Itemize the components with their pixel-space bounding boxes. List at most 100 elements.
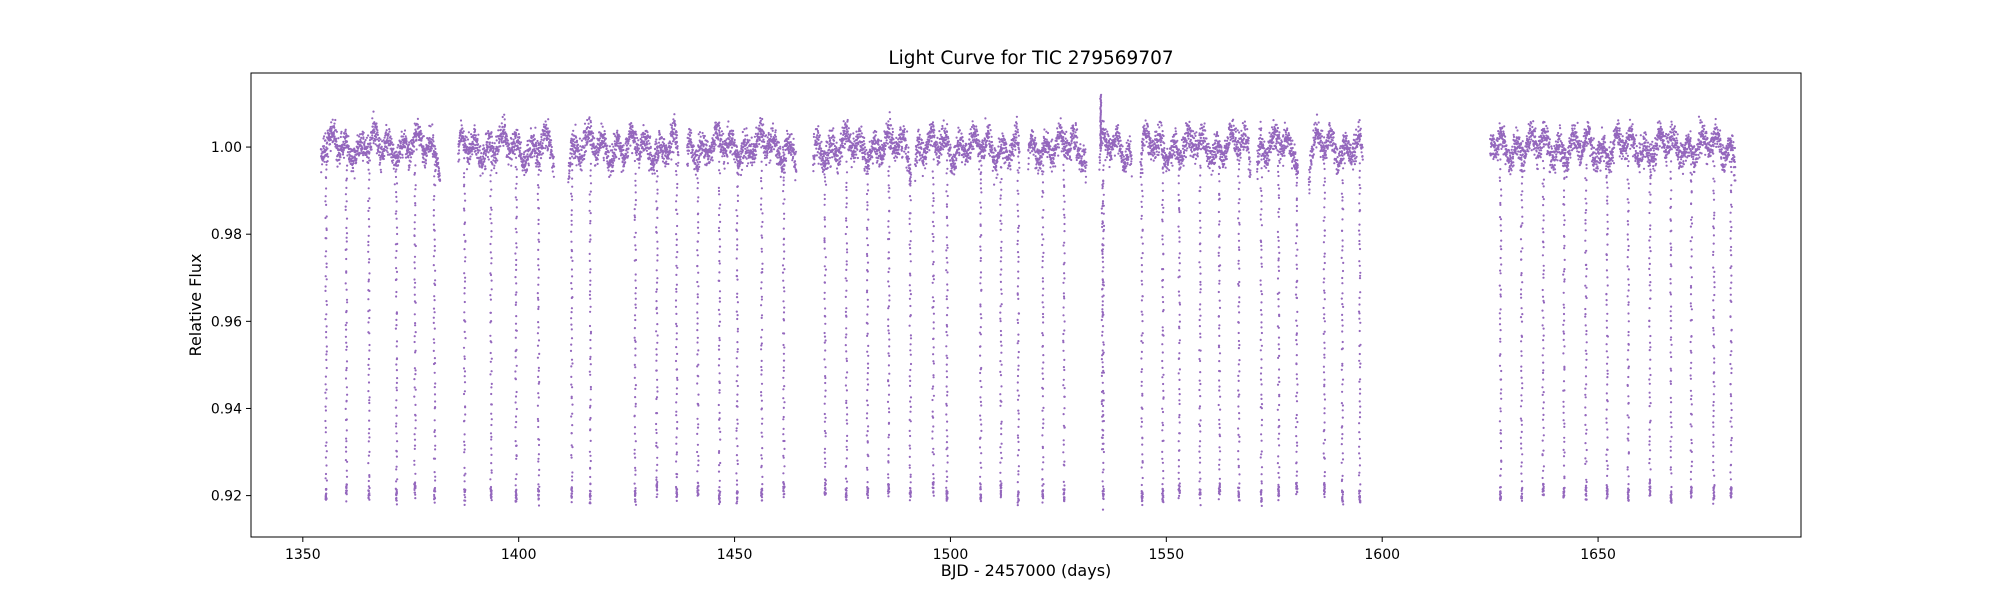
data-point [792,143,795,146]
data-point [575,139,579,142]
data-point [435,152,438,155]
data-point [1010,159,1014,162]
data-point [573,138,576,141]
data-point [499,128,502,131]
data-point [766,136,769,139]
data-point [731,137,734,140]
data-point [483,147,486,150]
data-point [520,152,523,155]
data-point [638,158,641,161]
data-point [988,132,991,135]
data-point [826,157,829,160]
data-point [687,152,690,155]
data-point [1027,157,1030,160]
data-point [1117,124,1120,127]
data-point [1045,138,1048,141]
data-point [1098,168,1101,171]
data-point [746,134,749,137]
data-point [971,145,974,148]
data-point [339,135,342,139]
data-point [340,130,343,133]
data-point [371,125,374,128]
data-point [461,127,464,130]
data-point [1060,150,1063,153]
data-point [829,139,832,142]
data-point [490,135,493,138]
data-point [413,122,416,125]
data-point [794,163,797,166]
data-point [1109,151,1112,154]
data-point [392,167,395,170]
data-point [993,183,996,186]
data-point [611,149,614,152]
data-point [945,138,948,141]
data-point [1078,168,1081,171]
data-point [836,159,839,162]
data-point [591,138,594,141]
data-point [588,116,591,119]
data-point [895,136,898,139]
data-point [754,132,758,135]
data-point [665,160,668,163]
data-point [1054,144,1057,147]
data-point [933,129,936,132]
data-point [916,161,919,164]
data-point [648,142,651,145]
data-point [901,147,904,150]
data-point [1062,131,1065,134]
data-point [415,139,418,142]
data-point [950,170,953,173]
data-point [535,144,538,147]
data-point [580,161,583,164]
data-point [547,118,550,121]
data-point [909,168,912,171]
data-point [788,135,791,138]
data-point [399,156,402,159]
data-point [424,162,428,165]
data-point [829,165,832,168]
data-point [324,132,327,135]
data-point [938,155,941,158]
data-point [323,156,326,159]
data-point [860,125,863,128]
data-point [1014,139,1017,142]
data-point [862,140,865,143]
data-point [517,133,520,136]
data-point [907,146,910,149]
data-point [743,141,746,144]
data-point [371,136,374,139]
data-point [393,183,396,186]
data-point [692,145,695,148]
data-point [384,134,387,137]
data-point [548,130,551,133]
data-point [346,151,350,154]
data-point [886,134,889,137]
data-point [482,144,485,147]
data-point [552,155,555,158]
data-point [385,123,388,127]
data-point [467,131,470,134]
data-point [501,135,504,138]
data-point [754,150,757,153]
data-point [926,150,929,154]
data-point [401,156,404,159]
data-point [613,133,616,136]
data-point [323,160,326,163]
data-point [863,146,867,149]
data-point [1113,154,1116,157]
data-point [631,125,634,129]
data-point [458,141,461,144]
data-point [1074,123,1077,127]
data-point [832,127,835,130]
data-point [1027,168,1030,171]
data-point [1074,131,1077,134]
data-point [353,156,356,159]
data-point [1034,155,1037,158]
data-point [385,129,388,132]
data-point [404,146,407,149]
data-point [1084,151,1087,154]
data-point [419,129,422,132]
data-point [382,157,385,161]
data-point [1054,165,1057,168]
data-point [552,162,555,165]
